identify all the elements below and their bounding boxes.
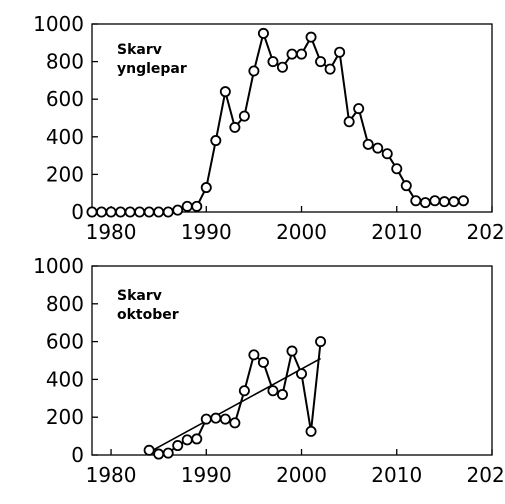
data-point <box>315 56 327 68</box>
series-line <box>148 341 322 456</box>
data-point <box>286 48 298 60</box>
data-point <box>334 46 346 58</box>
trend-line <box>148 357 321 453</box>
data-point <box>353 103 365 115</box>
y-tick-label: 0 <box>71 200 84 224</box>
y-tick-label: 400 <box>46 367 84 391</box>
data-point <box>305 425 317 437</box>
data-point <box>248 349 260 361</box>
data-point <box>315 336 327 348</box>
data-point <box>153 448 165 460</box>
y-tick-label: 1000 <box>33 254 84 278</box>
plot-frame <box>91 23 493 213</box>
y-tick-label: 600 <box>46 87 84 111</box>
x-tick-label: 1980 <box>86 463 137 487</box>
data-point <box>200 182 212 194</box>
data-point <box>219 413 231 425</box>
data-point <box>296 48 308 60</box>
data-point <box>162 447 174 459</box>
y-tick-label: 400 <box>46 125 84 149</box>
data-point <box>381 148 393 160</box>
y-tick-label: 200 <box>46 405 84 429</box>
data-point <box>372 142 384 154</box>
data-point <box>115 206 127 218</box>
x-tick-label: 2010 <box>371 220 422 244</box>
x-tick-label: 1980 <box>86 220 137 244</box>
data-point <box>438 196 450 208</box>
panel-annotation: oktober <box>117 307 179 323</box>
data-point <box>400 180 412 192</box>
data-point <box>162 206 174 218</box>
chart-panel-ynglepar: 0 200 400 600 800 1000 1980 1990 2000 2010 2020 Ska… <box>33 12 505 244</box>
data-point <box>86 206 98 218</box>
x-tick-label: 1990 <box>181 463 232 487</box>
data-point <box>134 206 146 218</box>
data-point <box>391 163 403 175</box>
data-point <box>153 206 165 218</box>
data-point <box>343 116 355 128</box>
data-point <box>143 444 155 456</box>
plot-frame <box>91 265 493 456</box>
chart-panel-oktober: 0 200 400 600 800 1000 1980 1990 2000 2010 2020 Ska… <box>33 254 505 487</box>
data-point <box>229 417 241 429</box>
panel-annotation: ynglepar <box>117 61 187 77</box>
data-point <box>362 138 374 150</box>
data-point <box>124 206 136 218</box>
data-point <box>276 389 288 401</box>
y-tick-label: 800 <box>46 292 84 316</box>
data-point <box>257 356 269 368</box>
x-tick-label: 1990 <box>181 220 232 244</box>
y-tick-label: 200 <box>46 162 84 186</box>
data-point <box>448 196 460 208</box>
y-tick-label: 0 <box>71 443 84 467</box>
x-tick-label: 2020 <box>467 220 505 244</box>
panel-annotation: Skarv <box>117 42 162 58</box>
y-tick-label: 1000 <box>33 12 84 36</box>
data-point <box>172 440 184 452</box>
x-tick-label: 2020 <box>467 463 505 487</box>
data-point <box>210 135 222 147</box>
data-point <box>267 385 279 397</box>
data-point <box>457 195 469 207</box>
data-point <box>210 412 222 424</box>
data-point <box>248 65 260 77</box>
y-tick-label: 600 <box>46 330 84 354</box>
data-point <box>429 195 441 207</box>
data-point <box>296 368 308 380</box>
data-point <box>305 31 317 43</box>
data-point <box>419 197 431 209</box>
x-tick-label: 2010 <box>371 463 422 487</box>
data-point <box>219 86 231 98</box>
data-point <box>276 61 288 73</box>
data-point <box>324 63 336 75</box>
y-tick-label: 800 <box>46 50 84 74</box>
data-point <box>105 206 117 218</box>
data-point <box>410 195 422 207</box>
data-point <box>267 56 279 68</box>
data-point <box>238 110 250 122</box>
data-point <box>229 121 241 133</box>
data-point <box>181 434 193 446</box>
data-point <box>200 413 212 425</box>
data-point <box>257 27 269 39</box>
x-tick-label: 2000 <box>276 220 327 244</box>
data-point <box>96 206 108 218</box>
data-point <box>238 385 250 397</box>
x-tick-label: 2000 <box>276 463 327 487</box>
data-point <box>191 200 203 212</box>
data-point <box>191 433 203 445</box>
panel-annotation: Skarv <box>117 288 162 304</box>
data-point <box>172 204 184 216</box>
data-point <box>286 345 298 357</box>
data-point <box>181 200 193 212</box>
data-point <box>143 206 155 218</box>
